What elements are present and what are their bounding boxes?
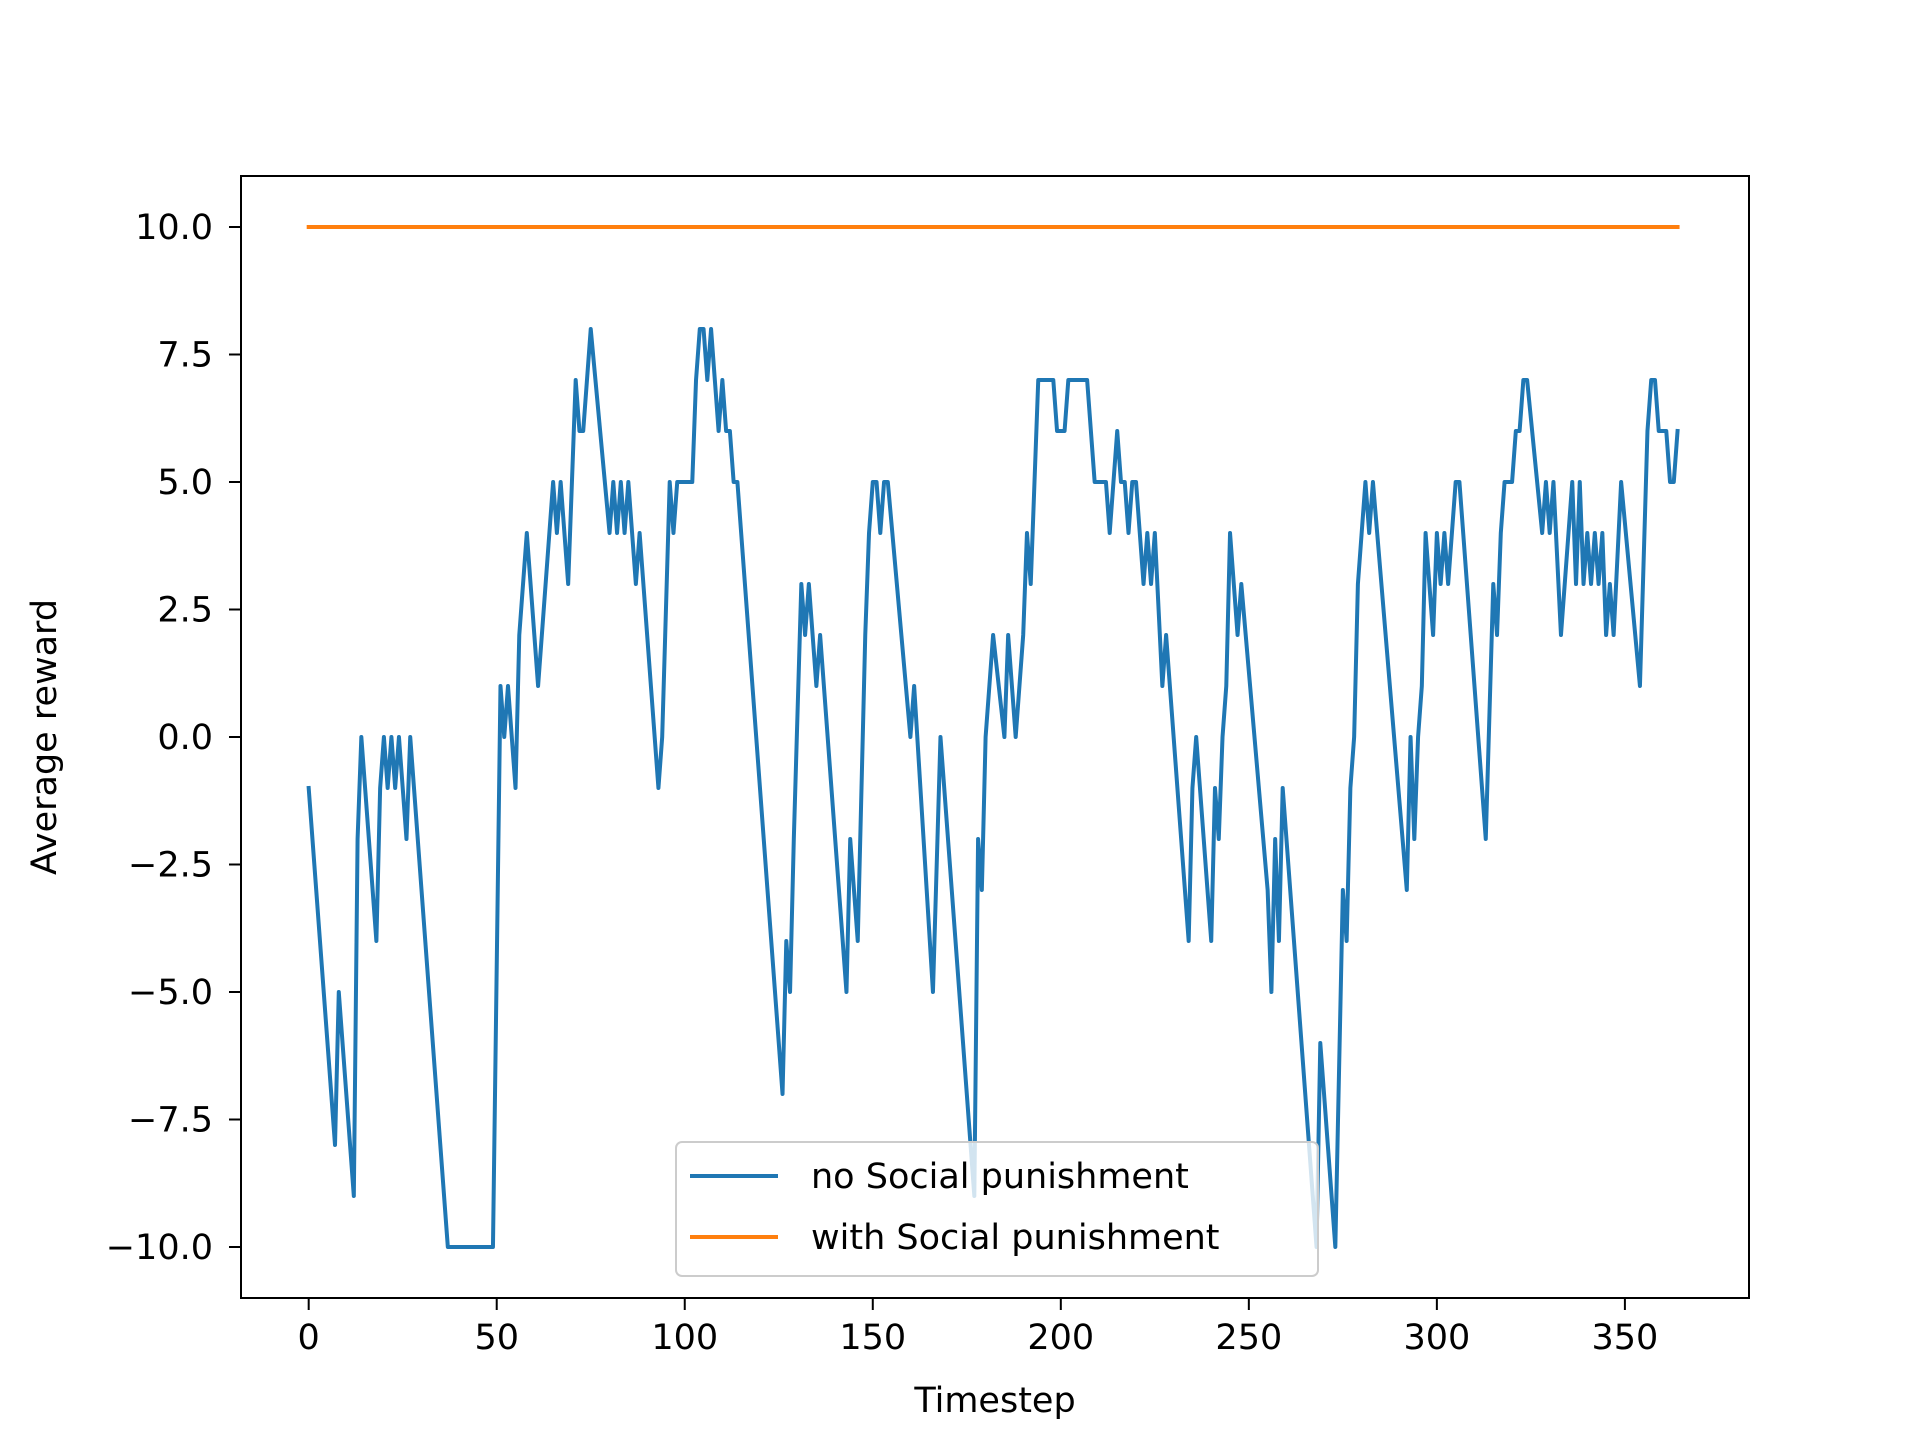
series-line-no-social-punishment: [306, 327, 1680, 1249]
y-tick-label: −2.5: [128, 846, 213, 886]
x-tick-label: 0: [298, 1318, 320, 1358]
legend-frame: [675, 1141, 1319, 1277]
x-tick-label: 50: [474, 1318, 519, 1358]
y-axis-label: Average reward: [25, 599, 65, 875]
x-axis: 0 50 100 150 200 250 300 350: [298, 1298, 1658, 1358]
legend-label-with-social-punishment: with Social punishment: [811, 1218, 1220, 1258]
y-axis: −10.0 −7.5 −5.0 −2.5 0.0 2.5 5.0 7.5 10.0: [106, 208, 241, 1268]
legend: no Social punishment with Social punishm…: [675, 1141, 1319, 1277]
x-tick-label: 200: [1027, 1318, 1094, 1358]
x-tick-label: 350: [1591, 1318, 1658, 1358]
y-tick-label: −10.0: [106, 1228, 213, 1268]
y-tick-label: 2.5: [157, 591, 213, 631]
x-tick-label: 300: [1403, 1318, 1470, 1358]
x-axis-label: Timestep: [913, 1381, 1075, 1421]
x-tick-label: 150: [839, 1318, 906, 1358]
y-tick-label: 7.5: [157, 336, 213, 376]
y-tick-label: 5.0: [157, 463, 213, 503]
legend-label-no-social-punishment: no Social punishment: [811, 1157, 1189, 1197]
y-tick-label: −5.0: [128, 973, 213, 1013]
x-tick-label: 250: [1215, 1318, 1282, 1358]
series-layer: [306, 225, 1680, 1249]
y-tick-label: −7.5: [128, 1101, 213, 1141]
y-tick-label: 10.0: [135, 208, 213, 248]
y-tick-label: 0.0: [157, 718, 213, 758]
x-tick-label: 100: [651, 1318, 718, 1358]
